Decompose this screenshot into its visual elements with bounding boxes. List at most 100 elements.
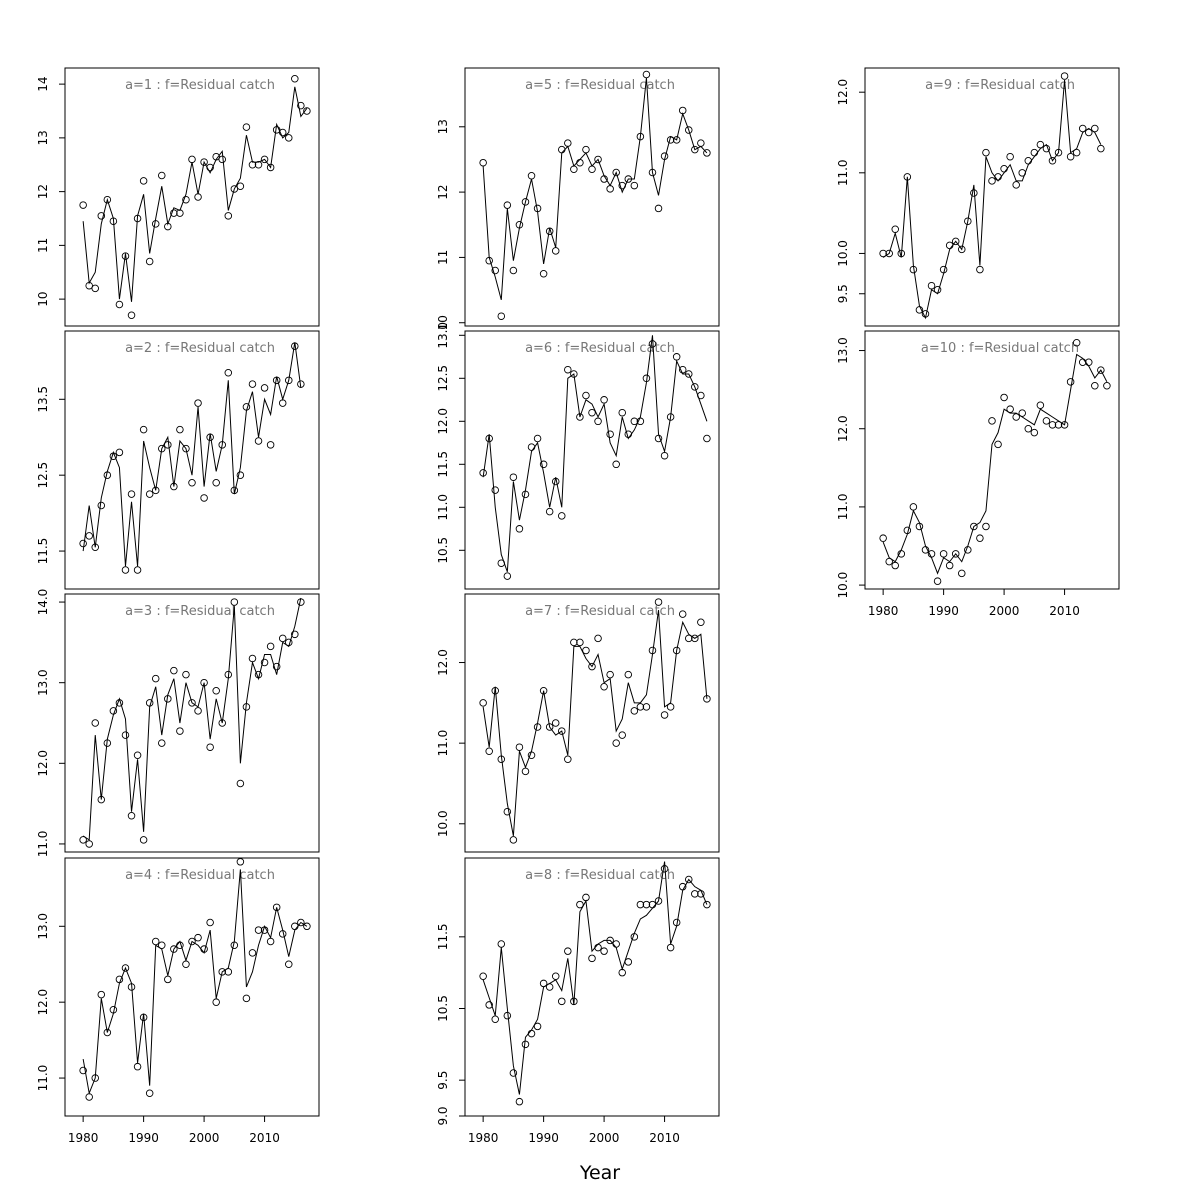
observed-point <box>97 501 106 510</box>
y-tick-label: 13.0 <box>836 337 850 364</box>
observed-point <box>164 222 172 231</box>
y-tick-label: 11.0 <box>836 159 850 186</box>
observed-point <box>939 265 948 274</box>
observed-point <box>666 703 675 711</box>
observed-point <box>291 922 299 931</box>
observed-point <box>648 340 657 348</box>
observed-point <box>503 807 512 816</box>
y-tick-label: 11.5 <box>436 923 450 950</box>
observed-point <box>879 534 887 542</box>
observed-point <box>672 353 681 361</box>
x-tick-label: 1990 <box>928 604 959 618</box>
observed-point <box>636 703 645 711</box>
observed-point <box>139 425 148 434</box>
observed-point <box>545 983 554 991</box>
observed-point <box>194 399 202 407</box>
observed-point <box>1042 144 1051 153</box>
observed-point <box>982 522 990 531</box>
observed-point <box>685 126 693 134</box>
y-tick-label: 11.0 <box>36 831 50 858</box>
panel-title: a=7 : f=Residual catch <box>525 604 675 619</box>
observed-point <box>994 173 1002 181</box>
observed-point <box>170 666 178 675</box>
observed-point <box>139 836 148 844</box>
observed-point <box>103 195 112 204</box>
observed-point <box>1012 413 1020 421</box>
observed-point <box>521 490 530 499</box>
observed-point <box>630 417 639 426</box>
panel-data <box>79 342 305 574</box>
observed-point <box>697 391 705 400</box>
y-tick-label: 12.0 <box>36 989 50 1016</box>
observed-point <box>85 1093 93 1101</box>
observed-point <box>588 408 596 417</box>
observed-point <box>558 997 566 1006</box>
panel-data <box>479 598 711 844</box>
observed-point <box>1054 148 1063 157</box>
x-tick-label: 2010 <box>649 1131 680 1145</box>
observed-point <box>248 654 257 663</box>
observed-point <box>272 376 281 385</box>
panel-a2: a=2 : f=Residual catch 11.5 12.5 13.5 <box>36 330 320 590</box>
observed-point <box>509 1069 518 1077</box>
panel-a3: a=3 : f=Residual catch 11.0 12.0 13.0 14.0 <box>36 589 320 858</box>
observed-point <box>285 960 293 968</box>
observed-point <box>297 598 305 606</box>
panel-frame <box>864 330 1120 590</box>
observed-point <box>618 968 626 977</box>
observed-point <box>503 201 512 209</box>
observed-point <box>624 670 633 679</box>
x-tick-label: 1990 <box>528 1131 559 1145</box>
observed-point <box>158 171 166 180</box>
observed-point <box>606 936 614 945</box>
observed-point <box>594 943 602 952</box>
observed-point <box>642 374 651 383</box>
x-tick-label: 2010 <box>249 1131 280 1145</box>
observed-point <box>97 212 106 220</box>
observed-point <box>151 674 160 683</box>
observed-point <box>903 526 912 535</box>
observed-point <box>539 979 548 988</box>
observed-point <box>206 163 214 172</box>
observed-point <box>527 751 536 760</box>
observed-point <box>582 893 590 902</box>
observed-point <box>678 882 687 891</box>
observed-point <box>558 145 566 154</box>
observed-point <box>115 975 124 984</box>
observed-point <box>642 703 651 711</box>
observed-point <box>127 983 136 991</box>
observed-point <box>176 425 184 434</box>
observed-point <box>224 212 233 220</box>
observed-point <box>903 173 912 181</box>
observed-point <box>1024 156 1033 165</box>
observed-point <box>230 185 239 193</box>
x-tick-label: 1990 <box>128 1131 159 1145</box>
observed-point <box>1060 421 1069 429</box>
observed-point <box>297 101 305 110</box>
observed-point <box>672 918 681 927</box>
observed-point <box>79 539 87 548</box>
y-tick-label: 12.0 <box>836 415 850 442</box>
observed-point <box>654 434 663 443</box>
observed-point <box>576 900 584 909</box>
observed-point <box>988 177 996 185</box>
observed-point <box>945 241 954 250</box>
observed-point <box>588 165 596 173</box>
observed-point <box>485 747 493 755</box>
observed-point <box>121 731 130 739</box>
observed-point <box>678 610 687 618</box>
observed-point <box>254 926 263 934</box>
observed-point <box>879 249 887 258</box>
observed-point <box>697 890 705 898</box>
observed-point <box>91 719 99 727</box>
observed-point <box>278 634 287 643</box>
observed-point <box>133 566 142 574</box>
observed-point <box>145 490 154 498</box>
y-tick-label: 14 <box>36 76 50 91</box>
observed-point <box>194 193 202 201</box>
x-tick-label: 2000 <box>989 604 1020 618</box>
observed-point <box>254 437 263 445</box>
observed-point <box>606 670 614 679</box>
panel-a1: a=1 : f=Residual catch 10 11 12 13 14 <box>36 67 320 327</box>
fitted-line <box>482 335 708 572</box>
